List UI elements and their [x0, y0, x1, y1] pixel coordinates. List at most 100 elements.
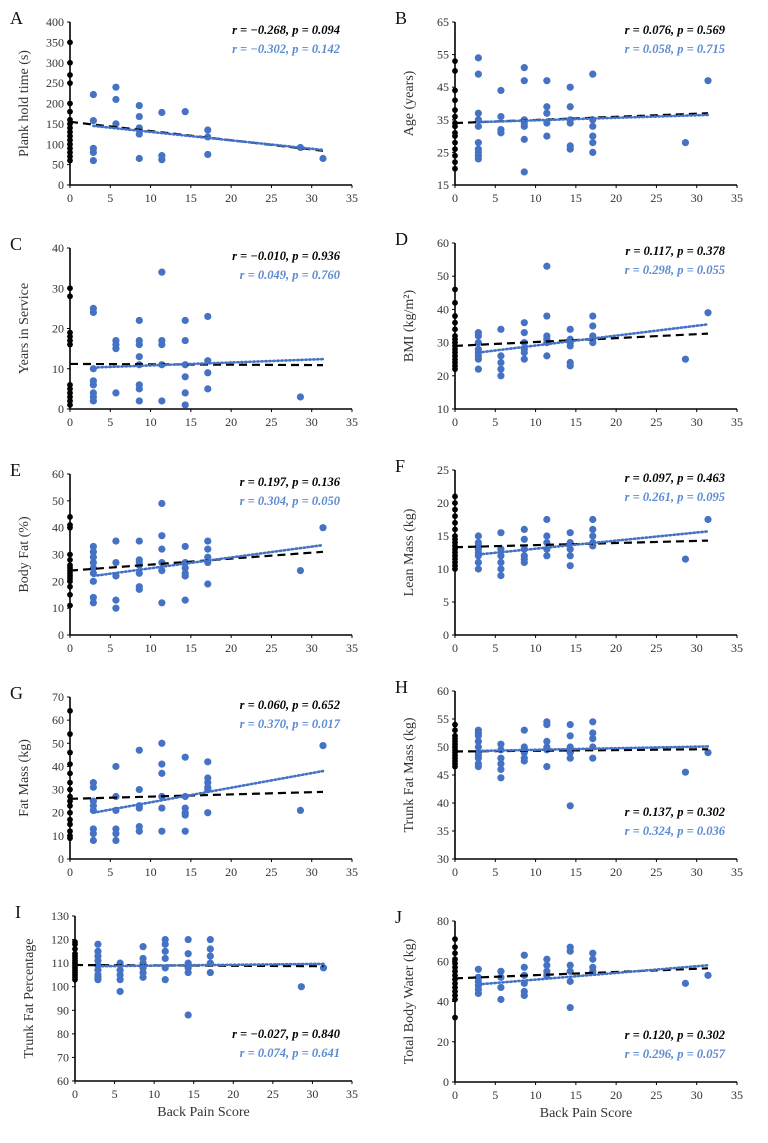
x-axis-label: Back Pain Score	[540, 1106, 633, 1121]
x-tick-label: 30	[691, 191, 703, 205]
black-data-point	[67, 835, 73, 842]
blue-data-point	[181, 389, 189, 397]
blue-data-point	[112, 762, 120, 771]
black-data-point	[67, 809, 73, 816]
blue-data-point	[158, 769, 166, 777]
panel-g: G 0 10 20 30 40 50 60 70 0 5 10 15 20 25 30 35 Fat Mass (…	[10, 683, 358, 879]
y-tick-label: 30	[52, 783, 64, 797]
y-tick-label: 60	[437, 236, 449, 250]
black-data-point	[452, 113, 458, 120]
blue-data-point	[94, 940, 102, 948]
blue-data-point	[116, 987, 124, 996]
blue-data-point	[112, 537, 120, 545]
x-tick-label: 10	[148, 1087, 160, 1101]
y-tick-label: 20	[437, 1035, 449, 1049]
blue-data-point	[566, 552, 574, 560]
black-data-point	[67, 293, 73, 300]
blue-data-point	[520, 525, 528, 534]
black-data-point	[67, 333, 73, 340]
black-data-point	[67, 786, 73, 793]
blue-data-point	[497, 765, 505, 774]
blue-data-point	[474, 737, 482, 746]
black-data-point	[452, 165, 458, 172]
blue-data-point	[497, 565, 505, 573]
y-tick-label: 20	[437, 496, 449, 510]
black-trend-line	[454, 332, 709, 348]
black-data-point	[452, 87, 458, 94]
blue-data-point	[589, 148, 597, 156]
panel-letter: C	[10, 234, 22, 254]
black-data-point	[452, 992, 458, 999]
y-tick-label: 130	[51, 909, 69, 923]
black-data-point	[67, 59, 73, 66]
x-tick-label: 30	[691, 415, 703, 429]
blue-data-point	[497, 760, 505, 768]
y-tick-label: 80	[437, 914, 449, 928]
blue-data-point	[497, 372, 505, 380]
blue-data-point	[158, 397, 166, 405]
x-tick-label: 5	[107, 641, 113, 655]
blue-data-point	[112, 345, 120, 353]
black-data-point	[452, 944, 458, 951]
blue-data-point	[135, 316, 143, 325]
y-tick-label: 10	[437, 562, 449, 576]
y-tick-label: 40	[437, 796, 449, 810]
blue-data-point	[139, 973, 147, 981]
y-axis-label: Plank hold time (s)	[17, 50, 32, 157]
blue-data-point	[566, 721, 574, 729]
blue-data-point	[112, 558, 120, 567]
y-tick-label: 200	[46, 97, 64, 111]
stats-black: r = 0.197, p = 0.136	[240, 475, 341, 489]
x-tick-label: 25	[650, 1088, 662, 1102]
black-data-point	[452, 366, 458, 373]
blue-data-point	[497, 325, 505, 333]
blue-data-point	[319, 524, 327, 532]
blue-data-point	[319, 964, 328, 972]
stats-blue: r = 0.074, p = 0.641	[240, 1046, 340, 1060]
x-tick-label: 20	[610, 1088, 622, 1102]
black-data-point	[67, 514, 73, 520]
black-trend-line	[454, 748, 709, 753]
blue-data-point	[206, 968, 214, 977]
blue-trend-line	[92, 769, 325, 815]
blue-data-point	[704, 971, 712, 979]
blue-data-point	[704, 309, 712, 317]
x-tick-label: 30	[306, 191, 318, 205]
stats-black: r = −0.027, p = 0.840	[232, 1027, 341, 1041]
y-tick-label: 40	[437, 302, 449, 316]
blue-data-point	[158, 599, 166, 607]
blue-data-point	[297, 983, 305, 991]
panel-letter: G	[10, 683, 23, 703]
black-data-point	[67, 133, 73, 140]
y-tick-label: 20	[437, 369, 449, 383]
black-trend-line	[454, 539, 709, 549]
blue-data-point	[161, 940, 169, 948]
blue-data-point	[135, 353, 143, 361]
blue-data-point	[204, 537, 212, 545]
blue-data-point	[589, 949, 597, 957]
blue-data-point	[589, 735, 597, 743]
blue-data-point	[566, 754, 574, 762]
black-data-point	[67, 145, 73, 152]
x-tick-label: 30	[306, 641, 318, 655]
blue-data-point	[589, 525, 597, 534]
x-tick-label: 20	[227, 1087, 239, 1101]
x-tick-label: 10	[530, 415, 542, 429]
black-data-point	[67, 398, 73, 404]
black-data-point	[72, 946, 78, 952]
blue-data-point	[204, 385, 212, 393]
blue-data-point	[497, 740, 505, 748]
blue-data-point	[135, 130, 143, 138]
blue-data-point	[206, 952, 214, 960]
black-data-point	[452, 996, 458, 1003]
blue-data-point	[520, 348, 528, 357]
y-tick-label: 50	[437, 269, 449, 283]
x-tick-label: 5	[112, 1087, 118, 1101]
x-tick-label: 20	[225, 641, 237, 655]
x-tick-label: 20	[610, 415, 622, 429]
blue-data-point	[181, 108, 189, 116]
blue-data-point	[474, 558, 482, 567]
y-tick-label: 55	[437, 712, 449, 726]
x-tick-label: 0	[67, 641, 73, 655]
blue-data-point	[566, 342, 574, 350]
